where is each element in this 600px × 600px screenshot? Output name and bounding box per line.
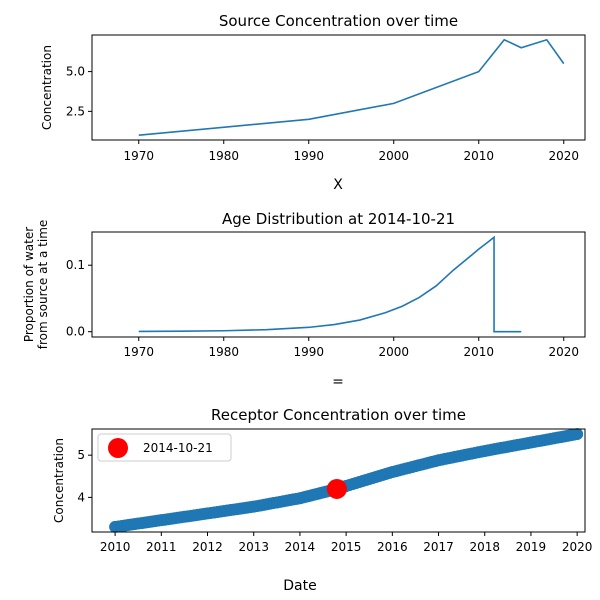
chart-title: Source Concentration over time bbox=[219, 12, 458, 30]
x-tick-label: 2019 bbox=[516, 540, 547, 554]
x-tick-label: 2000 bbox=[378, 345, 409, 359]
x-axis-label-date: Date bbox=[283, 578, 316, 594]
plot-frame bbox=[91, 34, 586, 141]
y-axis-label: Proportion of waterfrom source at a time bbox=[22, 220, 50, 350]
receptor-concentration-chart: Receptor Concentration over time Concentr… bbox=[52, 406, 592, 554]
y-axis-label: Concentration bbox=[52, 438, 66, 523]
x-tick-label: 2014 bbox=[285, 540, 316, 554]
separator-equals-label: = bbox=[332, 374, 344, 390]
x-tick-label: 1990 bbox=[293, 345, 324, 359]
x-tick-label: 2020 bbox=[562, 540, 593, 554]
data-point bbox=[571, 428, 584, 441]
x-tick-label: 2010 bbox=[100, 540, 131, 554]
x-tick-label: 1980 bbox=[208, 149, 239, 163]
legend-marker bbox=[108, 438, 128, 458]
source-concentration-chart: Source Concentration over time Concentrat… bbox=[40, 12, 586, 163]
chart-title: Receptor Concentration over time bbox=[211, 406, 466, 424]
x-tick-label: 2013 bbox=[238, 540, 269, 554]
y-tick-label: 2.5 bbox=[66, 104, 85, 118]
age-distribution-chart: Age Distribution at 2014-10-21 Proportion… bbox=[22, 210, 586, 359]
legend-label: 2014-10-21 bbox=[143, 441, 213, 455]
series-line bbox=[138, 38, 565, 137]
x-tick-label: 1970 bbox=[123, 149, 154, 163]
plot-frame bbox=[91, 231, 586, 338]
y-axis-label-line: from source at a time bbox=[36, 220, 50, 350]
x-tick-label: 2011 bbox=[146, 540, 177, 554]
x-tick-label: 2017 bbox=[423, 540, 454, 554]
plot-frame bbox=[91, 428, 586, 533]
y-tick-label: 0.0 bbox=[66, 325, 85, 339]
separator-x-label: X bbox=[333, 177, 343, 193]
x-tick-label: 2000 bbox=[378, 149, 409, 163]
x-tick-label: 2020 bbox=[548, 345, 579, 359]
x-tick-label: 2015 bbox=[331, 540, 362, 554]
legend-box bbox=[97, 433, 232, 462]
y-axis-label: Concentration bbox=[40, 45, 54, 130]
x-tick-label: 1990 bbox=[293, 149, 324, 163]
y-tick-label: 5.0 bbox=[66, 65, 85, 79]
y-tick-label: 0.1 bbox=[66, 258, 85, 272]
y-axis-label-line: Proportion of water bbox=[22, 227, 36, 342]
legend: 2014-10-21 bbox=[97, 433, 232, 462]
y-tick-label: 4 bbox=[77, 490, 85, 504]
x-tick-label: 1970 bbox=[123, 345, 154, 359]
highlight-point bbox=[326, 478, 347, 499]
chart-title: Age Distribution at 2014-10-21 bbox=[222, 210, 455, 228]
x-tick-label: 2010 bbox=[463, 345, 494, 359]
y-tick-label: 5 bbox=[77, 448, 85, 462]
x-tick-label: 2010 bbox=[463, 149, 494, 163]
x-tick-label: 2012 bbox=[192, 540, 223, 554]
x-tick-label: 2020 bbox=[548, 149, 579, 163]
series-line bbox=[138, 235, 522, 333]
x-tick-label: 2016 bbox=[377, 540, 408, 554]
x-tick-label: 1980 bbox=[208, 345, 239, 359]
x-tick-label: 2018 bbox=[469, 540, 500, 554]
